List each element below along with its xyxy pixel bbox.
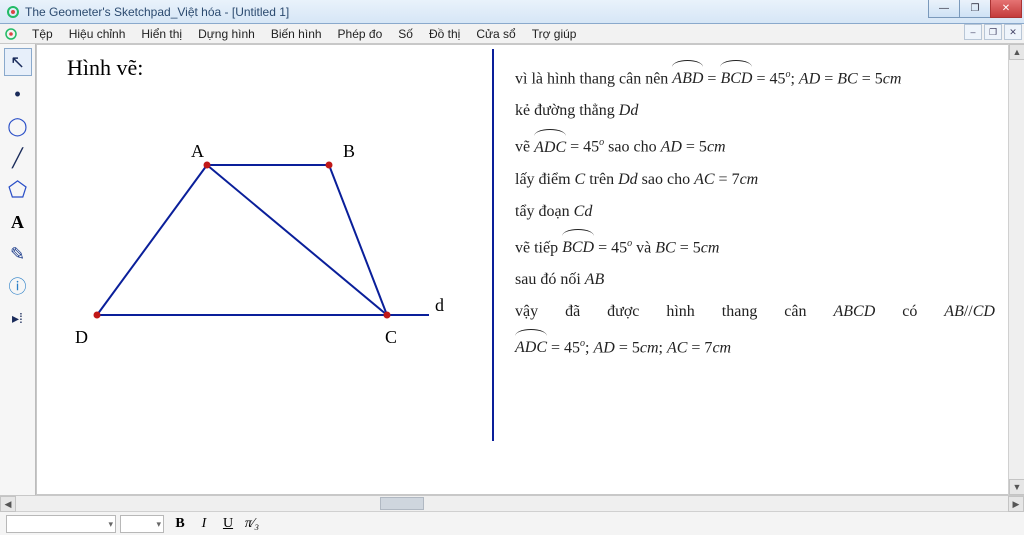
format-bar: B I U π⁄₃ (0, 512, 1024, 536)
marker-tool[interactable]: ✎ (4, 240, 32, 268)
figure-svg (67, 95, 467, 355)
figure-title: Hình vẽ: (67, 55, 467, 81)
label-A: A (191, 141, 204, 162)
close-button[interactable]: ✕ (990, 0, 1022, 18)
trapezoid-figure: D A B Cd (67, 95, 467, 355)
label-B: B (343, 141, 355, 162)
workspace: ↖ • ◯ ╱ ⬠ A ✎ ⓘ ▸⁞ Hình vẽ: D A B Cd vì là … (0, 44, 1024, 495)
menu-tep[interactable]: Tệp (24, 25, 61, 43)
point-tool[interactable]: • (4, 80, 32, 108)
underline-button[interactable]: U (217, 514, 239, 534)
size-combo[interactable] (120, 515, 164, 533)
font-combo[interactable] (6, 515, 116, 533)
step-6: vẽ tiếp BCD = 45o và BC = 5cm (515, 228, 1015, 264)
menu-so[interactable]: Số (390, 25, 421, 43)
label-D: D (75, 327, 88, 348)
point-B[interactable] (326, 162, 333, 169)
label-C: C (385, 327, 397, 348)
mdi-close[interactable]: ✕ (1004, 24, 1022, 40)
arrow-tool[interactable]: ↖ (4, 48, 32, 76)
scroll-right-icon[interactable]: ▶ (1008, 496, 1024, 512)
figure-panel: Hình vẽ: D A B Cd (67, 55, 467, 355)
menu-do-thi[interactable]: Đồ thị (421, 25, 468, 43)
step-5: tẩy đoạn Cd (515, 196, 1015, 228)
step-7: sau đó nối AB (515, 264, 1015, 296)
mdi-controls: – ❐ ✕ (962, 24, 1022, 40)
point-D[interactable] (94, 312, 101, 319)
vertical-divider (492, 49, 494, 441)
steps-panel: vì là hình thang cân nên ABD = BCD = 45o… (515, 59, 1015, 364)
bold-button[interactable]: B (169, 514, 191, 534)
scroll-up-icon[interactable]: ▲ (1009, 44, 1024, 60)
menu-cua-so[interactable]: Cửa sổ (468, 25, 523, 43)
titlebar: The Geometer's Sketchpad_Việt hóa - [Unt… (0, 0, 1024, 24)
point-A[interactable] (204, 162, 211, 169)
step-1: vì là hình thang cân nên ABD = BCD = 45o… (515, 59, 1015, 95)
scroll-thumb[interactable] (380, 497, 424, 510)
polygon-tool[interactable]: ⬠ (4, 176, 32, 204)
menu-tro-giup[interactable]: Trợ giúp (524, 25, 585, 43)
menu-bien-hinh[interactable]: Biến hình (263, 25, 330, 43)
step-3: vẽ ADC = 45o sao cho AD = 5cm (515, 127, 1015, 163)
step-4: lấy điểm C trên Dd sao cho AC = 7cm (515, 164, 1015, 196)
scroll-down-icon[interactable]: ▼ (1009, 479, 1024, 495)
italic-button[interactable]: I (193, 514, 215, 534)
line-tool[interactable]: ╱ (4, 144, 32, 172)
status-area: ◀ ▶ B I U π⁄₃ (0, 495, 1024, 535)
window-title: The Geometer's Sketchpad_Việt hóa - [Unt… (25, 5, 289, 19)
step-2: kẻ đường thẳng Dd (515, 95, 1015, 127)
menubar: Tệp Hiệu chỉnh Hiển thị Dựng hình Biến h… (0, 24, 1024, 44)
math-fraction-button[interactable]: π⁄₃ (241, 514, 263, 534)
text-tool[interactable]: A (4, 208, 32, 236)
document-icon (4, 27, 18, 41)
maximize-button[interactable]: ❐ (959, 0, 991, 18)
window-controls: — ❐ ✕ (929, 0, 1022, 18)
sketch-canvas[interactable]: Hình vẽ: D A B Cd vì là hình thang cân nên … (36, 44, 1024, 495)
tool-palette: ↖ • ◯ ╱ ⬠ A ✎ ⓘ ▸⁞ (0, 44, 36, 495)
menu-hien-thi[interactable]: Hiển thị (133, 25, 190, 43)
point-C[interactable] (384, 312, 391, 319)
menu-dung-hinh[interactable]: Dựng hình (190, 25, 263, 43)
mdi-maximize[interactable]: ❐ (984, 24, 1002, 40)
vertical-scrollbar[interactable]: ▲ ▼ (1008, 44, 1024, 495)
mdi-minimize[interactable]: – (964, 24, 982, 40)
horizontal-scrollbar[interactable]: ◀ ▶ (0, 496, 1024, 512)
step-8: vậyđãđượchìnhthangcânABCDcóAB//CD (515, 296, 995, 328)
menu-hieu-chinh[interactable]: Hiệu chỉnh (61, 25, 134, 43)
scroll-left-icon[interactable]: ◀ (0, 496, 16, 512)
menu-phep-do[interactable]: Phép đo (330, 25, 391, 43)
minimize-button[interactable]: — (928, 0, 960, 18)
step-9: ADC = 45o; AD = 5cm; AC = 7cm (515, 328, 1015, 364)
label-d: d (435, 295, 444, 316)
custom-tool[interactable]: ▸⁞ (4, 304, 32, 332)
app-icon (6, 5, 20, 19)
info-tool[interactable]: ⓘ (4, 272, 32, 300)
circle-tool[interactable]: ◯ (4, 112, 32, 140)
